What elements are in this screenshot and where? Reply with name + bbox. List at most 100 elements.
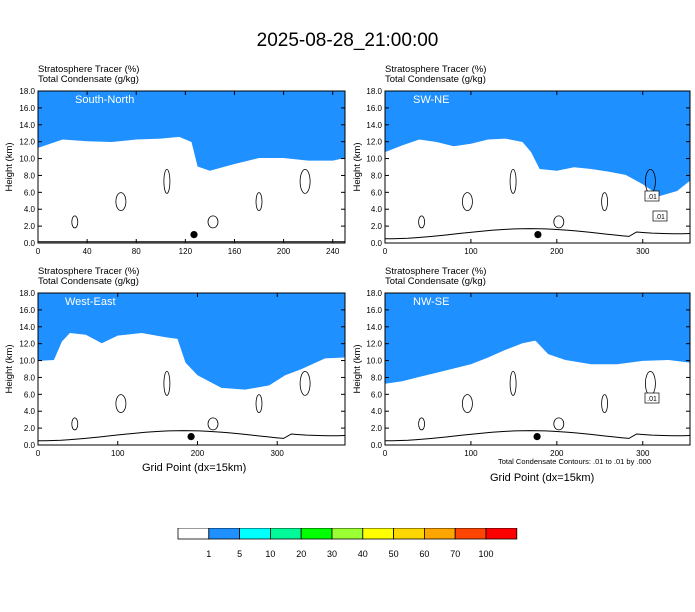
- location-marker: [187, 433, 195, 441]
- panel-title-condensate: Total Condensate (g/kg): [385, 276, 486, 287]
- condensate-contour: [299, 169, 311, 194]
- y-tick-label: 8.0: [371, 171, 383, 180]
- y-tick-label: 14.0: [366, 121, 382, 130]
- colorbar-swatch: [208, 528, 240, 540]
- y-tick-label: 4.0: [371, 407, 383, 416]
- y-axis-label: Height (km): [4, 344, 15, 393]
- terrain-line: [385, 228, 690, 243]
- y-tick-label: 4.0: [24, 407, 36, 416]
- y-tick-label: 18.0: [19, 289, 35, 298]
- panel-title-tracer: Stratosphere Tracer (%): [385, 64, 486, 75]
- colorbar-swatch: [270, 528, 302, 540]
- colorbar: 1 5 10 20 30 40 50 60 70 100: [177, 528, 518, 559]
- y-axis-label: Height (km): [352, 344, 363, 393]
- condensate-contour: [462, 394, 473, 414]
- y-tick-label: 12.0: [366, 138, 382, 147]
- panel-label: South-North: [75, 94, 134, 106]
- colorbar-label: 5: [237, 549, 242, 559]
- panel-title-condensate: Total Condensate (g/kg): [38, 276, 139, 287]
- x-tick-label: 40: [83, 247, 92, 256]
- x-tick-label: 300: [271, 449, 285, 458]
- colorbar-label: 20: [296, 549, 306, 559]
- colorbar-label: 60: [419, 549, 429, 559]
- y-tick-label: 8.0: [24, 373, 36, 382]
- contour-label: .01: [647, 194, 657, 201]
- y-tick-label: 10.0: [366, 155, 382, 164]
- condensate-contour: [71, 417, 79, 431]
- y-tick-label: 16.0: [19, 104, 35, 113]
- colorbar-swatch: [300, 528, 333, 540]
- y-tick-label: 14.0: [19, 323, 35, 332]
- colorbar-label: 30: [327, 549, 337, 559]
- condensate-contour: [163, 371, 171, 396]
- colorbar-swatch: [331, 528, 364, 540]
- tracer-band-8: [38, 91, 345, 171]
- x-tick-label: 120: [179, 247, 193, 256]
- tracer-band-8: [38, 293, 345, 390]
- x-tick-label: 0: [36, 247, 41, 256]
- x-tick-label: 240: [326, 247, 340, 256]
- x-tick-label: 0: [383, 247, 388, 256]
- location-marker: [534, 231, 542, 239]
- condensate-contour: [207, 215, 219, 229]
- y-tick-label: 16.0: [19, 306, 35, 315]
- condensate-contour: [418, 417, 425, 431]
- x-tick-label: 100: [464, 247, 478, 256]
- x-tick-label: 0: [36, 449, 41, 458]
- condensate-contour: [418, 215, 425, 229]
- tracer-field: [38, 91, 345, 243]
- x-tick-label: 300: [636, 247, 650, 256]
- x-tick-label: 200: [191, 449, 205, 458]
- panel-label: NW-SE: [413, 296, 449, 308]
- contour-label-box: [644, 190, 660, 202]
- contour-note: Total Condensate Contours: .01 to .01 by…: [498, 457, 652, 466]
- terrain-line: [385, 430, 690, 445]
- x-tick-label: 200: [550, 247, 564, 256]
- y-tick-label: 2.0: [24, 222, 36, 231]
- y-tick-label: 14.0: [19, 121, 35, 130]
- tracer-band-8: [385, 91, 690, 196]
- condensate-contour: [115, 192, 127, 212]
- x-tick-label: 80: [132, 247, 141, 256]
- condensate-contour: [115, 394, 127, 414]
- terrain-line: [38, 241, 345, 243]
- condensate-contour: [553, 215, 565, 229]
- contour-label-box: [652, 210, 668, 222]
- plot-frame: [384, 292, 691, 446]
- location-marker: [190, 231, 198, 239]
- y-tick-label: 10.0: [19, 357, 35, 366]
- y-tick-label: 4.0: [24, 205, 36, 214]
- y-tick-label: 2.0: [24, 424, 36, 433]
- colorbar-swatch: [239, 528, 271, 540]
- condensate-contour: [71, 215, 79, 229]
- condensate-contour: [255, 394, 263, 414]
- terrain-line: [38, 430, 345, 445]
- colorbar-swatch: [423, 528, 456, 540]
- panel-label: West-East: [65, 296, 116, 308]
- colorbar-swatch: [177, 528, 210, 540]
- panel-title-condensate: Total Condensate (g/kg): [38, 74, 139, 85]
- colorbar-label: 1: [206, 549, 211, 559]
- x-tick-label: 100: [111, 449, 125, 458]
- y-tick-label: 0.0: [371, 441, 383, 450]
- y-tick-label: 18.0: [19, 87, 35, 96]
- contour-label: .01: [655, 214, 665, 221]
- condensate-contour: [163, 169, 171, 194]
- y-axis-label: Height (km): [4, 142, 15, 191]
- y-tick-label: 16.0: [366, 306, 382, 315]
- colorbar-label: 100: [478, 549, 493, 559]
- contour-label-box: [644, 392, 660, 404]
- colorbar-swatch: [454, 528, 487, 540]
- plot-frame: [384, 90, 691, 244]
- x-tick-label: 160: [228, 247, 242, 256]
- colorbar-swatch: [362, 528, 395, 540]
- y-tick-label: 8.0: [371, 373, 383, 382]
- x-axis-title-left: Grid Point (dx=15km): [142, 462, 247, 474]
- colorbar-label: 40: [358, 549, 368, 559]
- contour-label: .01: [647, 396, 657, 403]
- colorbar-swatch: [393, 528, 425, 540]
- panel-south-north: Stratosphere Tracer (%)Total Condensate …: [4, 64, 346, 256]
- condensate-contour: [553, 417, 565, 431]
- panel-title-condensate: Total Condensate (g/kg): [385, 74, 486, 85]
